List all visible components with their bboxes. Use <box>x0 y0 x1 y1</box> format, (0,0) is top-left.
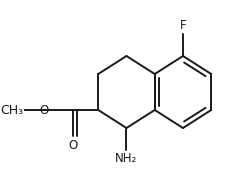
Text: CH₃: CH₃ <box>0 103 23 116</box>
Text: NH₂: NH₂ <box>115 152 138 165</box>
Text: O: O <box>39 103 48 116</box>
Text: F: F <box>180 19 186 32</box>
Text: O: O <box>68 139 78 152</box>
